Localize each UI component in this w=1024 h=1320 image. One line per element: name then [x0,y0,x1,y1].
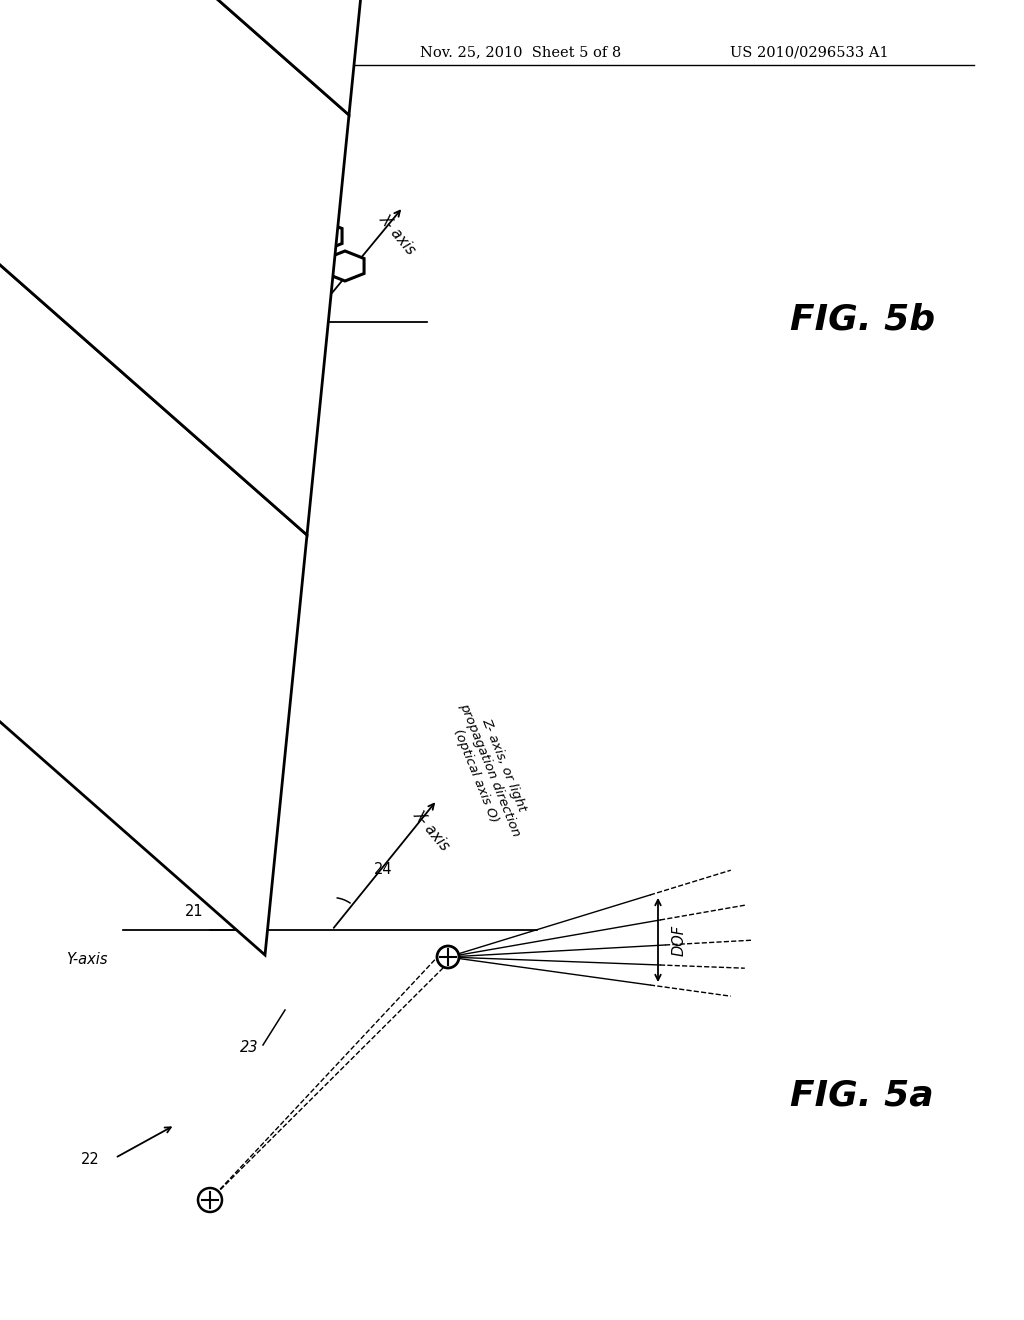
Text: Z- axis, or light
propagation direction
(optical axis O): Z- axis, or light propagation direction … [443,696,537,845]
Text: Y-axis: Y-axis [67,953,108,968]
Text: 23: 23 [240,1040,258,1056]
Text: O: O [304,257,317,276]
Text: 25: 25 [336,264,354,280]
Text: FIG. 5a: FIG. 5a [790,1078,934,1111]
Text: Patent Application Publication: Patent Application Publication [92,45,344,59]
Polygon shape [304,220,342,251]
Text: 21: 21 [185,904,204,920]
Text: X- axis: X- axis [410,807,453,853]
Polygon shape [284,273,323,304]
Polygon shape [0,0,391,115]
Text: Nov. 25, 2010  Sheet 5 of 8: Nov. 25, 2010 Sheet 5 of 8 [420,45,622,59]
Polygon shape [260,161,298,191]
Polygon shape [240,213,279,243]
Polygon shape [0,0,242,820]
Text: 23': 23' [234,479,257,495]
Text: 22: 22 [81,1152,100,1167]
Text: US 2010/0296533 A1: US 2010/0296533 A1 [730,45,889,59]
Polygon shape [220,265,258,294]
Polygon shape [282,191,321,220]
Polygon shape [198,235,237,265]
Circle shape [198,1188,222,1212]
Text: 21: 21 [176,292,195,306]
Text: DOF: DOF [672,924,687,956]
Text: 24: 24 [374,862,392,878]
Polygon shape [262,243,300,273]
Polygon shape [218,183,256,213]
Polygon shape [0,0,349,535]
Text: FIG. 5b: FIG. 5b [790,304,935,337]
Text: X- axis: X- axis [376,211,418,257]
Polygon shape [0,0,284,400]
Polygon shape [0,0,307,954]
Polygon shape [242,294,280,325]
Polygon shape [326,251,365,281]
Circle shape [437,946,459,968]
Polygon shape [176,205,214,235]
Text: Y-axis: Y-axis [108,356,123,397]
Text: 22': 22' [49,560,72,574]
